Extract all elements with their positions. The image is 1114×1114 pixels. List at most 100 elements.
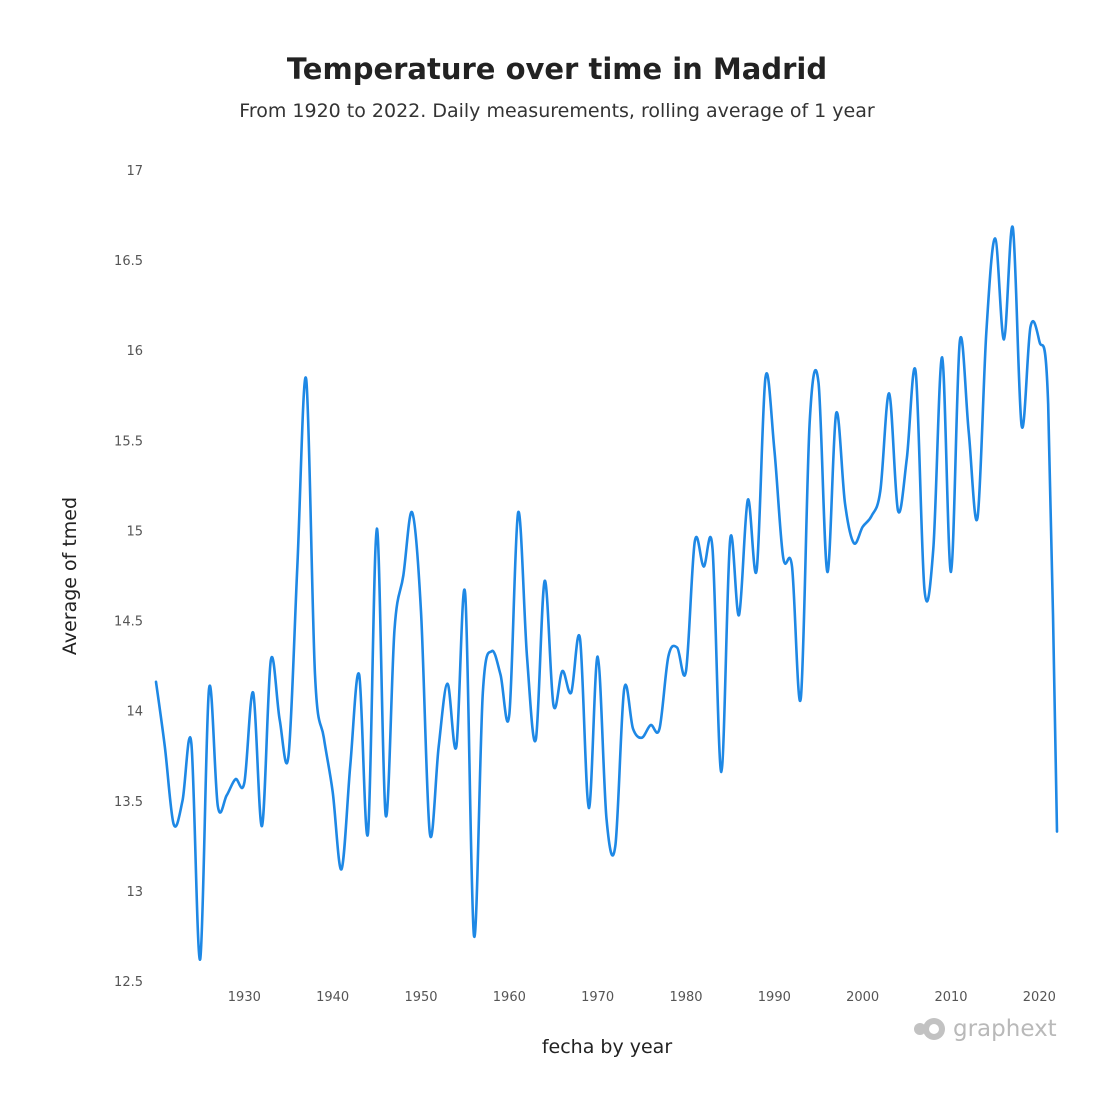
data-point bbox=[842, 500, 848, 506]
data-point bbox=[780, 554, 786, 560]
data-point bbox=[453, 744, 459, 750]
data-point bbox=[604, 816, 610, 822]
data-point bbox=[312, 672, 318, 678]
x-tick-label: 2010 bbox=[934, 990, 967, 1005]
data-point bbox=[966, 428, 972, 434]
y-axis-label: Average of tmed bbox=[59, 497, 81, 655]
data-point bbox=[869, 513, 875, 519]
data-point bbox=[771, 446, 777, 452]
x-tick-label: 1990 bbox=[758, 990, 791, 1005]
data-point bbox=[533, 737, 539, 743]
data-point bbox=[180, 798, 186, 804]
x-tick-label: 2020 bbox=[1023, 990, 1056, 1005]
data-point bbox=[462, 591, 468, 597]
data-point bbox=[1001, 336, 1007, 342]
data-point bbox=[392, 627, 398, 633]
data-point bbox=[595, 654, 601, 660]
data-point bbox=[957, 338, 963, 344]
data-point bbox=[754, 567, 760, 573]
series-layer bbox=[154, 225, 1059, 962]
data-point bbox=[692, 538, 698, 544]
data-point bbox=[171, 821, 177, 827]
data-point bbox=[294, 563, 300, 569]
data-point bbox=[674, 645, 680, 651]
data-point bbox=[506, 711, 512, 717]
data-point bbox=[683, 668, 689, 674]
data-point bbox=[233, 776, 239, 782]
data-point bbox=[568, 690, 574, 696]
data-point bbox=[1036, 338, 1042, 344]
data-point bbox=[224, 792, 230, 798]
data-point bbox=[763, 374, 769, 380]
data-point bbox=[1010, 225, 1016, 231]
data-point bbox=[621, 686, 627, 692]
data-point bbox=[383, 812, 389, 818]
series-line-0 bbox=[154, 225, 1059, 961]
data-point bbox=[445, 681, 451, 687]
data-point bbox=[1019, 423, 1025, 429]
data-point bbox=[904, 455, 910, 461]
x-tick-label: 1960 bbox=[493, 990, 526, 1005]
x-tick-label: 1980 bbox=[669, 990, 702, 1005]
data-point bbox=[409, 509, 415, 515]
data-point bbox=[789, 563, 795, 569]
x-tick-label: 1930 bbox=[228, 990, 261, 1005]
chart-title: Temperature over time in Madrid bbox=[286, 52, 828, 86]
data-point bbox=[1028, 324, 1034, 330]
data-point bbox=[303, 376, 309, 382]
x-tick-label: 1950 bbox=[404, 990, 437, 1005]
y-tick-label: 13.5 bbox=[114, 795, 143, 810]
data-point bbox=[206, 686, 212, 692]
data-point bbox=[877, 488, 883, 494]
data-point bbox=[197, 956, 203, 962]
data-point bbox=[489, 648, 495, 654]
data-point bbox=[339, 866, 345, 872]
data-point bbox=[436, 744, 442, 750]
data-point bbox=[833, 410, 839, 416]
data-point bbox=[816, 380, 822, 386]
data-point bbox=[241, 780, 247, 786]
data-point bbox=[418, 609, 424, 615]
data-point bbox=[162, 744, 168, 750]
data-point bbox=[268, 657, 274, 663]
graphext-watermark: graphext bbox=[912, 1016, 1057, 1042]
data-point bbox=[736, 612, 742, 618]
data-point bbox=[630, 726, 636, 732]
chart-subtitle: From 1920 to 2022. Daily measurements, r… bbox=[239, 100, 875, 122]
data-point bbox=[727, 536, 733, 542]
data-point bbox=[807, 419, 813, 425]
data-point bbox=[400, 573, 406, 579]
data-point bbox=[480, 690, 486, 696]
data-point bbox=[1045, 401, 1051, 407]
data-point bbox=[639, 735, 645, 741]
data-point bbox=[851, 540, 857, 546]
graphext-logo-icon bbox=[914, 1018, 945, 1040]
data-point bbox=[992, 235, 998, 241]
data-point bbox=[498, 672, 504, 678]
y-tick-label: 12.5 bbox=[114, 975, 143, 990]
y-tick-label: 15.5 bbox=[114, 434, 143, 449]
data-point bbox=[745, 497, 751, 503]
data-point bbox=[551, 702, 557, 708]
data-point bbox=[188, 740, 194, 746]
x-axis-label: fecha by year bbox=[542, 1036, 672, 1058]
data-point bbox=[710, 545, 716, 551]
data-point bbox=[930, 545, 936, 551]
data-point bbox=[524, 654, 530, 660]
data-point bbox=[286, 753, 292, 759]
x-tick-label: 1940 bbox=[316, 990, 349, 1005]
data-point bbox=[250, 690, 256, 696]
data-point bbox=[277, 717, 283, 723]
data-point bbox=[657, 726, 663, 732]
data-point bbox=[374, 526, 380, 532]
data-point bbox=[330, 789, 336, 795]
y-axis-ticks: 12.5 13 13.5 14 14.5 15 15.5 16 16.5 17 bbox=[114, 164, 143, 990]
data-point bbox=[427, 830, 433, 836]
data-point bbox=[577, 636, 583, 642]
data-point bbox=[586, 805, 592, 811]
y-tick-label: 15 bbox=[126, 524, 143, 539]
data-point bbox=[983, 329, 989, 335]
data-point bbox=[913, 369, 919, 375]
x-tick-label: 2000 bbox=[846, 990, 879, 1005]
